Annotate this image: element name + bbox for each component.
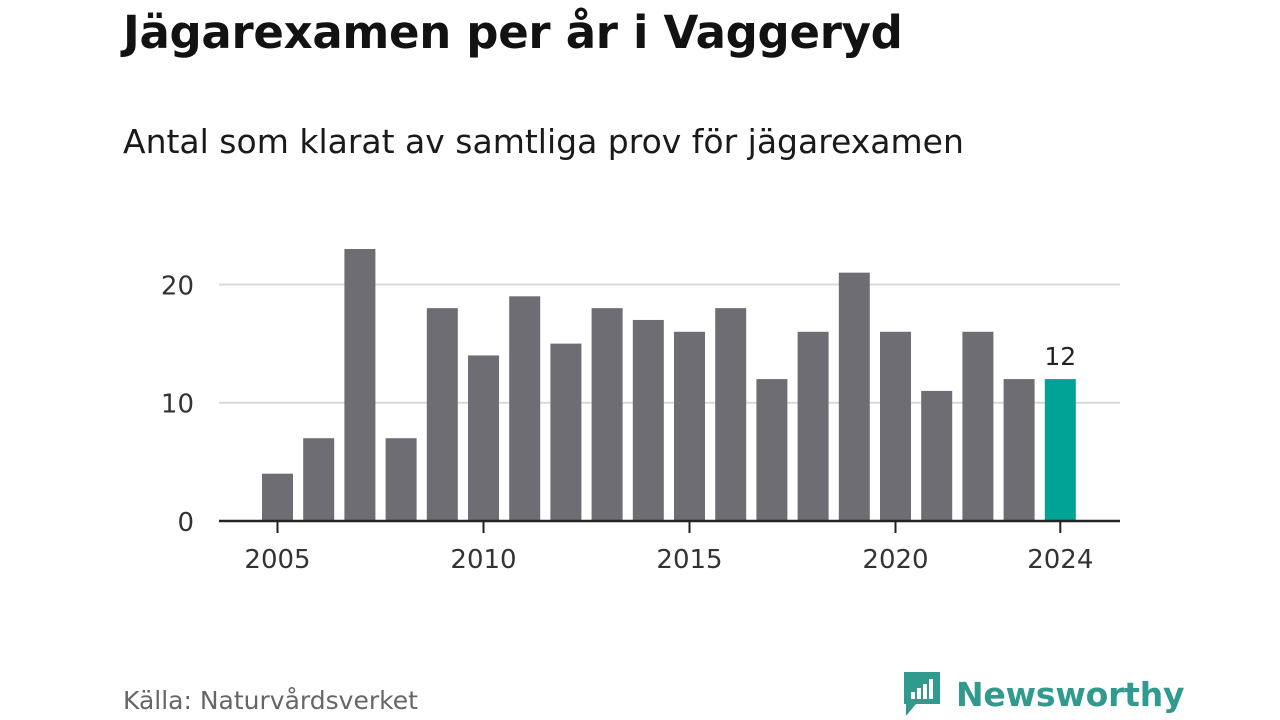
bar [262,473,293,521]
x-axis-ticks [276,521,1062,533]
bar [509,296,541,521]
bar [385,438,417,521]
y-tick-label: 10 [161,390,194,420]
bar [468,355,499,521]
bar [674,331,705,521]
bar [715,308,747,521]
x-tick-label: 2024 [1027,545,1093,575]
bar [838,272,870,521]
bar [426,308,458,521]
source-note: Källa: Naturvårdsverket [123,686,418,715]
y-tick-label: 20 [161,271,194,301]
newsworthy-logo: Newsworthy [902,670,1185,718]
bar [632,319,664,521]
data-labels: 12 [1044,342,1076,371]
bar [550,343,582,521]
bar [880,331,911,521]
bar [591,308,623,521]
bar [344,249,376,521]
bar [1003,379,1035,521]
data-label: 12 [1044,342,1076,371]
x-tick-label: 2010 [450,545,516,575]
bar [921,390,953,521]
bars [262,249,1076,521]
bar [303,438,335,521]
bar [797,331,829,521]
bar [1044,379,1076,521]
x-axis-labels: 2005 2010 2015 2020 2024 [244,545,1093,575]
bar [962,331,994,521]
y-tick-label: 0 [177,508,194,538]
y-axis-labels: 0 10 20 [161,271,194,538]
x-tick-label: 2015 [656,545,722,575]
chart-subtitle: Antal som klarat av samtliga prov för jä… [123,122,964,161]
chart-title: Jägarexamen per år i Vaggeryd [123,6,903,59]
bar [756,379,788,521]
newsworthy-logo-icon [904,672,940,716]
x-tick-label: 2005 [244,545,310,575]
newsworthy-logo-text: Newsworthy [956,674,1185,714]
x-tick-label: 2020 [862,545,928,575]
bar-chart: 0 10 20 2005 2010 2015 2020 2024 12 [161,249,1120,575]
